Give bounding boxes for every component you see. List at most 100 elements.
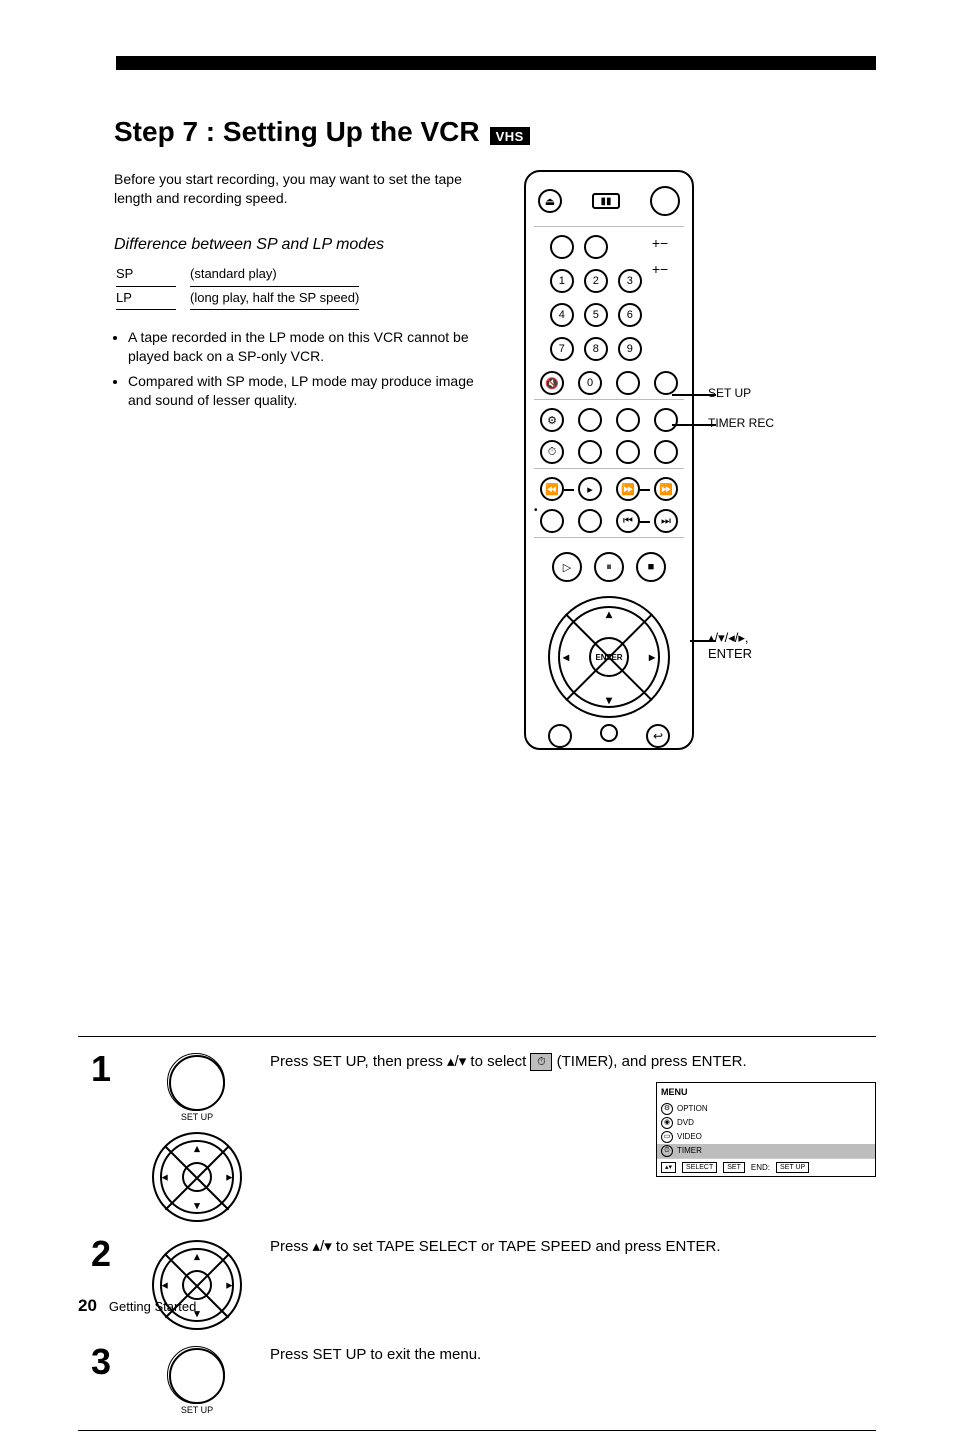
num-3: 3 [618, 269, 642, 293]
page-number: 20 [78, 1296, 97, 1316]
mode-lp-desc: (long play, half the SP speed) [190, 289, 359, 311]
arrows-inline-icon: ▴/▾ [447, 1053, 466, 1070]
arrows-inline-icon: ▴/▾ [313, 1238, 332, 1255]
clock-icon: ⏱ [661, 1145, 673, 1157]
osd-foot-arrows: ▴▾ [661, 1162, 676, 1174]
step2-text-a: Press [270, 1238, 313, 1255]
eject-icon: ⏏ [538, 189, 562, 213]
label-enter: ENTER [708, 646, 752, 661]
play-small-icon: ▸ [578, 477, 602, 501]
difference-heading: Difference between SP and LP modes [114, 234, 494, 256]
return-icon: ↩ [646, 724, 670, 748]
step1-text-a: Press SET UP, then press [270, 1053, 447, 1070]
play-icon: ▷ [552, 552, 582, 582]
header-black-bar [116, 56, 876, 70]
step2-text-b: to set TAPE SELECT or TAPE SPEED and pre… [332, 1238, 721, 1255]
prog-rocker: +− [652, 261, 668, 277]
number-pad: 1 2 3 4 5 6 7 8 9 [550, 235, 642, 363]
rew-icon: ⏪ [540, 477, 564, 501]
ff-icon: ⏩ [616, 477, 640, 501]
btn-blank [578, 408, 602, 432]
step1-text-b: to select [466, 1053, 530, 1070]
footer-section: Getting Started [109, 1299, 196, 1314]
osd-foot-tag: SELECT [682, 1162, 717, 1174]
timer-inline-icon: ⏱ [530, 1053, 552, 1071]
num-8: 8 [584, 337, 608, 361]
bullet-2: Compared with SP mode, LP mode may produ… [128, 372, 494, 410]
vhs-badge: VHS [490, 127, 530, 145]
bullet-1: A tape recorded in the LP mode on this V… [128, 328, 494, 366]
osd-foot-tag: SET UP [776, 1162, 809, 1174]
step-num: 3 [78, 1344, 124, 1415]
arrow-left-icon: ◂ [562, 653, 570, 661]
step-1: 1 SET UP ▴▾◂▸ Press SET UP, then press ▴… [78, 1037, 876, 1222]
page-title: Step 7 : Setting Up the VCR [114, 116, 480, 148]
osd-item-dvd: ◉DVD [657, 1116, 875, 1130]
btn-blank [616, 371, 640, 395]
stop-icon: ■ [636, 552, 666, 582]
num-7: 7 [550, 337, 574, 361]
step-num: 2 [78, 1236, 124, 1330]
num-4: 4 [550, 303, 574, 327]
mode-sp-desc: (standard play) [190, 265, 359, 287]
arrow-up-icon: ▴ [605, 610, 613, 618]
osd-foot-tag: END: [751, 1162, 770, 1173]
num-0: 0 [578, 371, 602, 395]
setup-button-label: SET UP [169, 1113, 225, 1122]
btn-blank [654, 440, 678, 464]
osd-item-video: ▭VIDEO [657, 1130, 875, 1144]
osd-item-option: ⚙OPTION [657, 1102, 875, 1116]
btn-blank [654, 408, 678, 432]
btn-bottom-left [548, 724, 572, 748]
btn-blank [578, 440, 602, 464]
mode-table: SP (standard play) LP (long play, half t… [114, 263, 361, 312]
gear-icon: ⚙ [661, 1103, 673, 1115]
num-2: 2 [584, 269, 608, 293]
switch-icon: ▮▮ [592, 193, 620, 209]
osd-foot-tag: SET [723, 1162, 745, 1174]
btn-blank [616, 440, 640, 464]
num-9: 9 [618, 337, 642, 361]
num-5: 5 [584, 303, 608, 327]
next-icon: ⏭ [654, 509, 678, 533]
btn-blank [654, 371, 678, 395]
timer-icon: ⏱ [540, 440, 564, 464]
step-2: 2 ▴▾◂▸ Press ▴/▾ to set TAPE SELECT or T… [78, 1222, 876, 1330]
mute-icon: 🔇 [540, 371, 564, 395]
mode-lp: LP [116, 289, 176, 311]
btn-bottom-mid [600, 724, 618, 742]
osd-menu-title: MENU [657, 1083, 875, 1102]
pause-icon: ⏸ [594, 552, 624, 582]
ff2-icon: ⏩ [654, 477, 678, 501]
btn-blank [578, 509, 602, 533]
osd-item-timer: ⏱TIMER [657, 1144, 875, 1158]
rec-dot-icon: • [540, 509, 564, 533]
btn-blank [616, 408, 640, 432]
disc-icon: ◉ [661, 1117, 673, 1129]
num-6: 6 [618, 303, 642, 327]
enter-button: ENTER [589, 637, 629, 677]
vol-rocker: +− [652, 235, 668, 251]
setup-button-label: SET UP [169, 1406, 225, 1415]
tape-icon: ▭ [661, 1131, 673, 1143]
mode-sp: SP [116, 265, 176, 287]
num-1: 1 [550, 269, 574, 293]
btn-blank [550, 235, 574, 259]
remote-dpad: ENTER ▴ ▾ ◂ ▸ [548, 596, 670, 718]
step-num: 1 [78, 1051, 124, 1222]
label-timer-rec: TIMER REC [708, 416, 774, 430]
btn-blank [584, 235, 608, 259]
remote-diagram: ⏏ ▮▮ 1 2 3 4 [524, 170, 694, 750]
setup-icon: ⚙ [540, 408, 564, 432]
arrow-down-icon: ▾ [605, 696, 613, 704]
label-arrows-icon: ▴/▾/◂/▸, [708, 630, 749, 645]
step1-text-c: (TIMER), and press ENTER. [557, 1053, 747, 1070]
intro-text: Before you start recording, you may want… [114, 170, 494, 208]
osd-menu: MENU ⚙OPTION ◉DVD ▭VIDEO ⏱TIMER ▴▾ SELEC… [656, 1082, 876, 1177]
dpad-icon: ▴▾◂▸ [152, 1132, 242, 1222]
power-icon [650, 186, 680, 216]
label-setup: SET UP [708, 386, 751, 400]
setup-button-icon [169, 1348, 225, 1404]
dpad-icon: ▴▾◂▸ [152, 1240, 242, 1330]
step3-text: Press SET UP to exit the menu. [270, 1346, 481, 1363]
